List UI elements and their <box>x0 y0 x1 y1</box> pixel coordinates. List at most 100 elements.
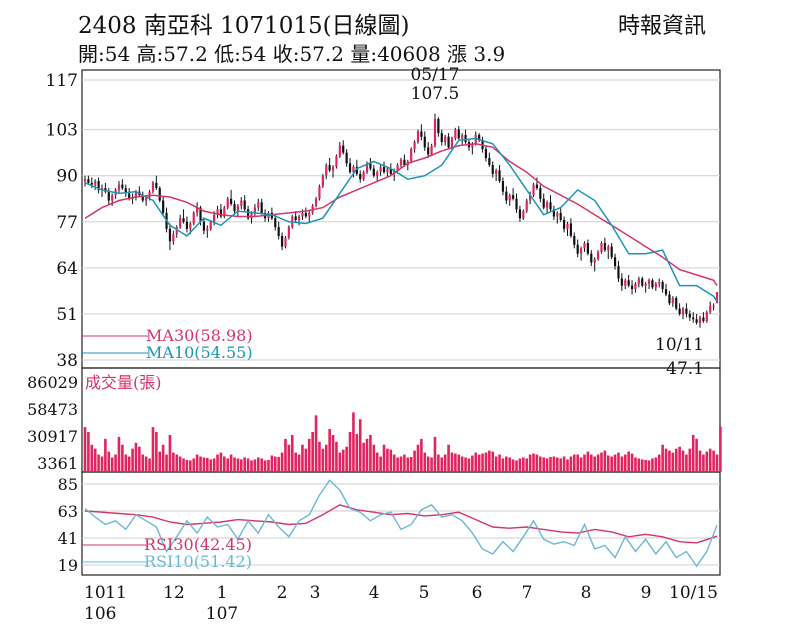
volume-bar <box>511 459 515 472</box>
candle-body <box>206 228 209 231</box>
candle-body <box>634 283 637 290</box>
volume-bar <box>494 456 498 472</box>
price-tick-label: 51 <box>56 305 78 325</box>
candle-body <box>335 156 338 167</box>
volume-bar <box>297 454 301 472</box>
volume-bar <box>702 454 705 472</box>
x-tick-label: 5 <box>419 583 430 603</box>
volume-bar <box>365 438 369 472</box>
volume-bar <box>345 446 348 472</box>
volume-bar <box>138 446 141 472</box>
volume-bar <box>617 452 620 472</box>
candle-body <box>226 198 229 208</box>
candle-body <box>569 223 572 236</box>
candle-body <box>246 209 250 219</box>
volume-bar <box>195 454 199 472</box>
volume-bar <box>630 453 634 472</box>
candle-body <box>464 134 467 143</box>
volume-bar <box>87 431 90 472</box>
volume-bar <box>172 452 175 472</box>
volume-bar <box>477 454 481 472</box>
candle-body <box>525 200 528 212</box>
candle-body <box>590 253 593 263</box>
volume-bar <box>321 448 325 472</box>
candle-body <box>280 235 284 247</box>
rsi-legend-label: RSI30(42.45) <box>144 535 252 554</box>
volume-bar <box>668 450 671 472</box>
candle-body <box>661 282 664 290</box>
candle-body <box>630 285 634 290</box>
volume-bar <box>403 454 406 472</box>
candle-body <box>627 280 630 286</box>
candle-body <box>148 191 151 197</box>
candle-body <box>603 243 606 251</box>
volume-bar <box>712 450 715 472</box>
volume-bar <box>440 457 444 472</box>
volume-bar <box>651 458 654 472</box>
candle-body <box>522 211 525 219</box>
volume-bar <box>532 453 535 472</box>
candle-body <box>501 181 505 192</box>
candle-body <box>681 308 685 314</box>
candle-body <box>613 257 617 267</box>
candle-body <box>593 258 596 263</box>
volume-bar <box>450 452 454 472</box>
candle-body <box>579 248 583 254</box>
volume-bar <box>386 448 389 472</box>
candle-body <box>586 243 589 254</box>
candle-body <box>382 166 386 173</box>
candle-body <box>573 235 576 245</box>
volume-tick-label: 58473 <box>27 400 78 419</box>
volume-bar <box>348 431 352 472</box>
volume-bar <box>161 444 165 472</box>
candle-body <box>158 188 161 201</box>
x-tick-label: 1 <box>217 583 228 603</box>
candle-body <box>671 297 674 304</box>
candle-body <box>712 305 715 307</box>
volume-bar <box>212 458 216 472</box>
candle-body <box>168 228 172 242</box>
candle-body <box>457 129 460 139</box>
candle-body <box>352 166 355 173</box>
candle-body <box>328 165 331 171</box>
candle-body <box>715 291 719 304</box>
volume-bar <box>447 444 450 472</box>
candle-body <box>654 283 657 288</box>
candle-body <box>546 202 549 208</box>
candle-body <box>620 278 623 286</box>
candle-body <box>175 227 178 235</box>
candle-body <box>399 159 403 166</box>
candle-body <box>172 234 175 242</box>
candle-body <box>94 181 97 185</box>
candle-body <box>651 280 654 288</box>
x-tick-label: 11 <box>105 583 127 603</box>
volume-bar <box>569 456 573 472</box>
candle-body <box>389 168 392 174</box>
candle-body <box>202 221 206 231</box>
candle-body <box>155 182 158 189</box>
volume-bar <box>501 458 505 472</box>
candle-body <box>121 184 124 189</box>
volume-bar <box>610 456 613 472</box>
candle-body <box>107 191 110 201</box>
candle-body <box>610 246 613 258</box>
candle-body <box>124 188 127 194</box>
candle-body <box>668 294 671 304</box>
ma10-line <box>84 137 718 302</box>
volume-bar <box>287 444 291 472</box>
volume-tick-label: 3361 <box>37 454 78 473</box>
candle-body <box>284 237 287 247</box>
candle-body <box>488 157 491 166</box>
volume-bar <box>603 450 607 472</box>
volume-bar <box>423 452 427 472</box>
rsi-tick-label: 19 <box>58 556 78 575</box>
volume-bar <box>97 454 100 472</box>
candle-body <box>338 145 341 157</box>
volume-bar <box>236 458 240 472</box>
volume-bar <box>539 456 542 472</box>
volume-bar <box>522 457 525 472</box>
volume-bar <box>681 450 685 472</box>
candle-body <box>209 221 212 229</box>
volume-bar <box>708 448 712 472</box>
volume-bar <box>131 448 134 472</box>
